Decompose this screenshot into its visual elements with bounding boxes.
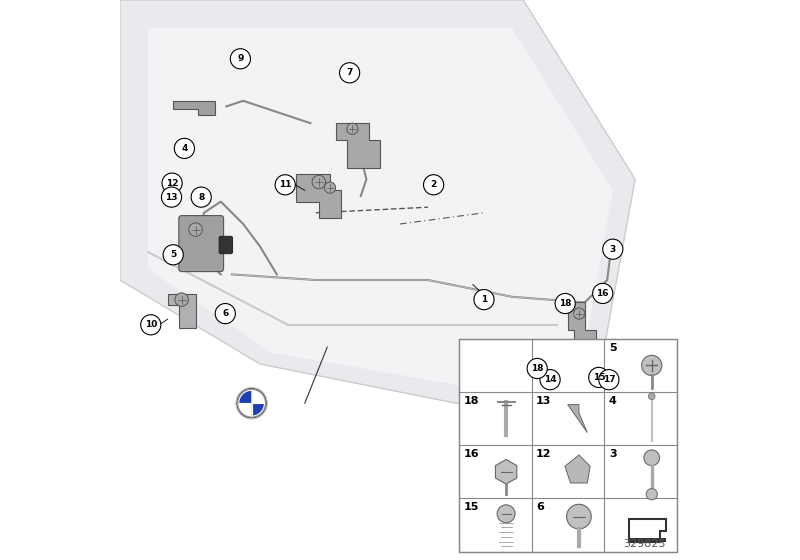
Text: 3: 3 (609, 449, 617, 459)
Wedge shape (239, 403, 251, 416)
Polygon shape (336, 123, 380, 168)
Circle shape (175, 293, 188, 306)
Text: 8: 8 (198, 193, 204, 202)
Circle shape (642, 356, 662, 376)
Circle shape (593, 283, 613, 304)
Bar (458, 339, 677, 552)
Text: 5: 5 (170, 250, 176, 259)
Text: 11: 11 (279, 180, 291, 189)
Circle shape (141, 315, 161, 335)
Text: 4: 4 (182, 144, 187, 153)
Text: 329825: 329825 (623, 539, 666, 549)
Text: 3: 3 (610, 245, 616, 254)
Circle shape (497, 505, 515, 523)
Wedge shape (251, 403, 264, 416)
Text: 5: 5 (609, 343, 617, 352)
Circle shape (555, 293, 575, 314)
Circle shape (189, 223, 202, 236)
Circle shape (602, 239, 623, 259)
Circle shape (339, 63, 360, 83)
Polygon shape (568, 404, 587, 432)
Text: 4: 4 (609, 396, 617, 405)
Circle shape (162, 173, 182, 193)
Text: 17: 17 (602, 375, 615, 384)
Text: 7: 7 (346, 68, 353, 77)
Circle shape (566, 505, 591, 529)
Circle shape (275, 175, 295, 195)
Text: 13: 13 (166, 193, 178, 202)
Polygon shape (168, 294, 196, 328)
Polygon shape (296, 174, 341, 218)
Circle shape (644, 450, 659, 466)
Circle shape (346, 123, 358, 134)
Text: 16: 16 (597, 289, 609, 298)
Circle shape (230, 49, 250, 69)
Wedge shape (239, 391, 251, 403)
Circle shape (589, 367, 609, 388)
Text: 9: 9 (238, 54, 243, 63)
FancyBboxPatch shape (219, 236, 233, 254)
Circle shape (174, 138, 194, 158)
Circle shape (527, 358, 547, 379)
Circle shape (646, 488, 658, 500)
Polygon shape (120, 0, 635, 403)
Wedge shape (251, 391, 264, 403)
Text: 12: 12 (166, 179, 178, 188)
Circle shape (598, 370, 619, 390)
Text: 15: 15 (593, 373, 605, 382)
Circle shape (648, 393, 655, 400)
Circle shape (312, 175, 326, 189)
Text: 13: 13 (536, 396, 551, 405)
Circle shape (236, 388, 267, 419)
Text: 16: 16 (463, 449, 479, 459)
Text: 6: 6 (536, 502, 544, 512)
Polygon shape (568, 302, 596, 353)
Text: 2: 2 (430, 180, 437, 189)
Circle shape (474, 290, 494, 310)
Circle shape (215, 304, 235, 324)
Bar (630, 538, 666, 542)
Text: 6: 6 (222, 309, 229, 318)
Text: 1: 1 (481, 295, 487, 304)
Text: 15: 15 (463, 502, 478, 512)
Circle shape (423, 175, 444, 195)
FancyBboxPatch shape (179, 216, 224, 272)
Text: 12: 12 (536, 449, 551, 459)
Circle shape (218, 305, 230, 316)
Text: 14: 14 (544, 375, 556, 384)
Text: 18: 18 (463, 396, 478, 405)
Circle shape (325, 182, 336, 193)
Polygon shape (565, 455, 590, 483)
Polygon shape (495, 459, 517, 484)
Circle shape (191, 187, 211, 207)
Polygon shape (174, 101, 215, 115)
Circle shape (574, 308, 585, 319)
Text: 18: 18 (559, 299, 571, 308)
Text: 18: 18 (531, 364, 543, 373)
Circle shape (163, 245, 183, 265)
Circle shape (540, 370, 560, 390)
Text: 10: 10 (145, 320, 157, 329)
Polygon shape (148, 28, 613, 386)
Circle shape (238, 389, 266, 417)
Circle shape (162, 187, 182, 207)
Polygon shape (557, 297, 568, 308)
